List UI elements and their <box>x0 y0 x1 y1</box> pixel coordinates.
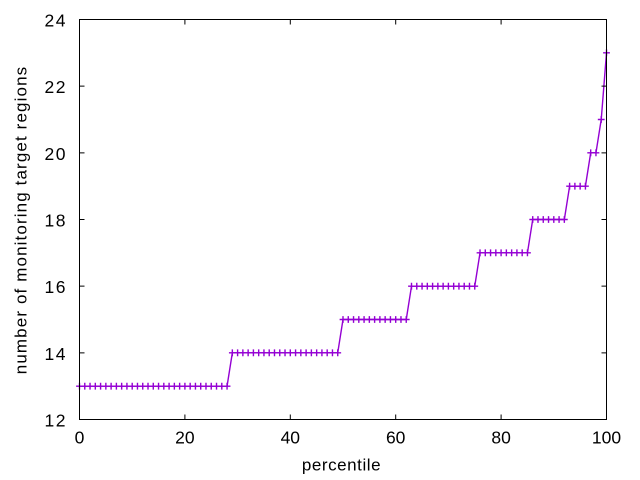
svg-text:0: 0 <box>75 428 85 448</box>
svg-text:24: 24 <box>45 11 67 31</box>
svg-text:80: 80 <box>491 428 511 448</box>
svg-text:12: 12 <box>45 411 67 431</box>
svg-text:percentile: percentile <box>302 456 381 475</box>
svg-text:20: 20 <box>45 144 67 164</box>
svg-text:60: 60 <box>386 428 406 448</box>
svg-text:20: 20 <box>175 428 195 448</box>
svg-text:16: 16 <box>45 277 67 297</box>
svg-text:22: 22 <box>45 77 67 97</box>
svg-text:100: 100 <box>592 428 621 448</box>
svg-text:14: 14 <box>45 344 67 364</box>
svg-text:40: 40 <box>281 428 301 448</box>
svg-text:number of monitoring target re: number of monitoring target regions <box>12 66 31 375</box>
svg-text:18: 18 <box>45 211 67 231</box>
